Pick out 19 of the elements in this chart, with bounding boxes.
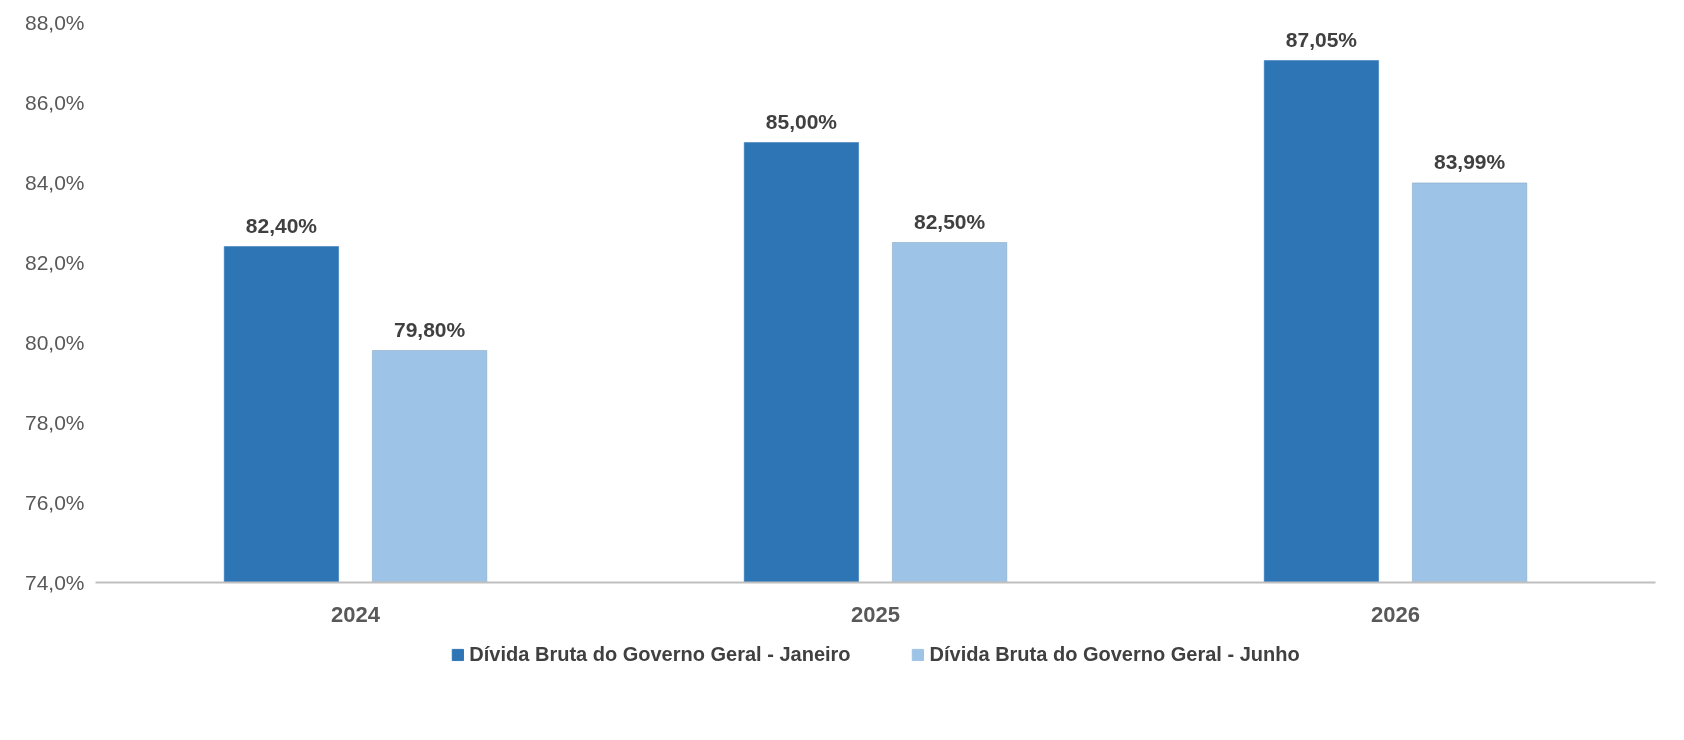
legend-label: Dívida Bruta do Governo Geral - Janeiro	[469, 642, 851, 666]
y-tick-label: 84,0%	[24, 171, 85, 194]
x-tick-label: 2025	[851, 601, 900, 627]
data-label: 83,99%	[1433, 149, 1506, 173]
y-tick-label: 88,0%	[24, 11, 85, 34]
data-label: 82,50%	[913, 209, 986, 233]
legend-label: Dívida Bruta do Governo Geral - Junho	[929, 642, 1300, 666]
y-tick-label: 82,0%	[24, 251, 85, 274]
x-tick-label: 2024	[331, 601, 381, 627]
data-label: 85,00%	[765, 109, 838, 133]
data-label: 79,80%	[393, 317, 466, 341]
y-tick-label: 78,0%	[24, 411, 85, 434]
data-label: 82,40%	[245, 213, 318, 237]
y-tick-label: 74,0%	[24, 571, 85, 594]
x-tick-label: 2026	[1371, 601, 1420, 627]
y-tick-label: 76,0%	[24, 491, 85, 514]
y-tick-label: 86,0%	[24, 91, 85, 114]
y-tick-label: 80,0%	[24, 331, 85, 354]
data-label: 87,05%	[1285, 27, 1358, 51]
